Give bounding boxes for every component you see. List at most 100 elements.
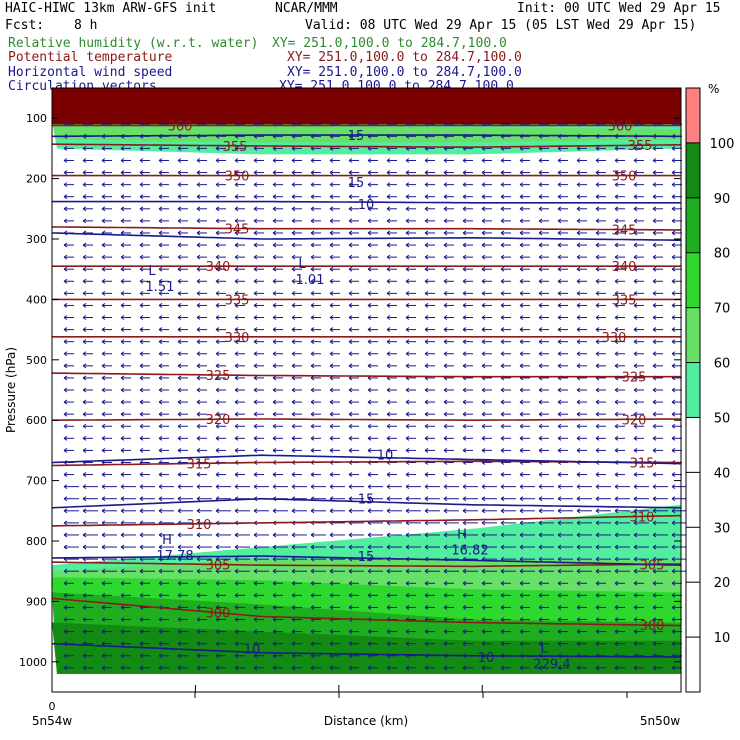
wind-vector [367, 592, 378, 598]
wind-vector [310, 254, 321, 260]
wind-vector [63, 387, 74, 393]
extremum-h-3: H [457, 528, 467, 543]
wind-vector [538, 351, 549, 357]
wind-vector [120, 508, 136, 514]
wind-vector [386, 218, 397, 224]
wind-vector [329, 158, 340, 163]
wind-vector [272, 339, 283, 345]
wind-vector [424, 230, 435, 236]
wind-vector [310, 170, 321, 175]
top-theta-band [52, 88, 681, 125]
wind-vector [405, 303, 416, 308]
wind-vector [633, 218, 644, 224]
colorbar-swatch [686, 417, 700, 473]
theta-label-345-1: 345 [612, 224, 637, 239]
wind-vector [557, 339, 568, 345]
wind-vector [424, 605, 435, 610]
wind-vector [443, 327, 454, 333]
wind-vector [424, 544, 440, 550]
wind-vector [310, 605, 321, 610]
wind-vector [462, 230, 473, 236]
wind-vector [500, 170, 511, 175]
wind-vector [348, 387, 359, 393]
wind-vector [139, 472, 150, 477]
wind-vector [386, 399, 397, 405]
colorbar: 10 20 30 40 50 60 70 80 90 100 [685, 87, 734, 693]
wind-vector [253, 653, 264, 659]
wind-vector [481, 290, 492, 296]
wind-vector [310, 629, 321, 635]
wind-vector [557, 230, 568, 236]
wind-vector [215, 375, 226, 381]
wind-vector [253, 435, 264, 441]
wind-vector [481, 387, 492, 393]
wind-vector [671, 363, 682, 369]
wind-vector [101, 327, 112, 333]
field-speed-name: Horizontal wind speed [8, 65, 173, 80]
wind-vector [576, 520, 592, 526]
y-tick-label: 100 [26, 112, 47, 125]
wind-vector [139, 351, 150, 357]
wind-vector [538, 303, 549, 308]
wind-vector [538, 290, 549, 296]
wind-vector [500, 665, 511, 671]
wind-vector [63, 290, 74, 296]
wind-vector [82, 520, 98, 526]
wind-vector [500, 303, 511, 308]
wind-vector [633, 158, 644, 163]
wind-vector [120, 592, 131, 598]
wind-vector [595, 508, 611, 514]
wind-vector [519, 629, 530, 635]
wind-vector [82, 568, 98, 574]
wind-vector [139, 568, 155, 574]
y-tick-label: 700 [26, 475, 47, 488]
wind-vector [500, 327, 511, 333]
wind-vector [120, 496, 136, 502]
wind-vector [519, 266, 530, 272]
wind-vector [120, 387, 131, 393]
wind-vector [595, 423, 606, 429]
wind-vector [63, 411, 74, 417]
wind-vector [272, 653, 283, 659]
wind-vector [595, 532, 611, 538]
speed-line-0 [52, 134, 681, 138]
wind-vector [367, 206, 378, 212]
wind-vector [63, 423, 74, 429]
colorbar-label-10: 10 [714, 631, 731, 646]
wind-vector [348, 496, 364, 502]
wind-vector [272, 423, 283, 429]
wind-vector [177, 254, 188, 260]
wind-vector [633, 230, 644, 236]
wind-vector [576, 242, 587, 248]
wind-vector [538, 484, 554, 490]
wind-vector [63, 315, 74, 320]
wind-vector [633, 145, 644, 151]
wind-vector [462, 351, 473, 357]
wind-vector [139, 170, 150, 175]
wind-vector [177, 375, 188, 381]
wind-vector [348, 508, 364, 514]
wind-vector [576, 230, 587, 236]
theta-line-345 [51, 226, 681, 231]
wind-vector [633, 290, 644, 296]
wind-vector [139, 580, 150, 586]
wind-vector [120, 158, 131, 163]
wind-vector [177, 206, 188, 212]
wind-vector [538, 411, 549, 417]
wind-vector [595, 158, 606, 163]
wind-vector [671, 351, 682, 357]
wind-vector [443, 278, 454, 284]
wind-vector [310, 387, 321, 393]
wind-vector [139, 387, 150, 393]
wind-vector [614, 568, 630, 574]
wind-vector [234, 351, 245, 357]
wind-vector [348, 423, 359, 429]
wind-vector [310, 158, 321, 163]
wind-vector [386, 351, 397, 357]
wind-vector [576, 254, 587, 260]
wind-vector [576, 327, 587, 333]
wind-vector [671, 158, 682, 163]
field-theta-xy: XY= 251.0,100.0 to 284.7,100.0 [287, 50, 522, 65]
wind-vector [253, 242, 264, 248]
wind-vector [310, 423, 321, 429]
